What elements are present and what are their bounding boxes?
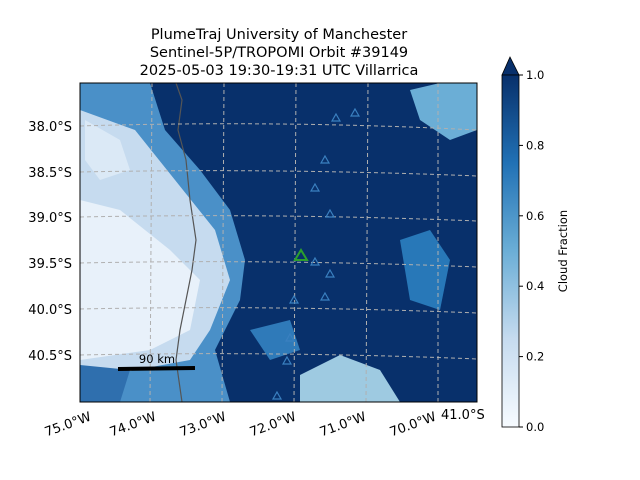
colorbar-tick-label: 0.8	[526, 138, 544, 152]
cloud-map	[80, 83, 477, 402]
lat-label: 39.0°S	[28, 211, 72, 226]
colorbar-extend	[501, 56, 520, 76]
lat-label: 38.0°S	[28, 120, 72, 135]
lat-label: 40.0°S	[28, 303, 72, 318]
lon-label: 73.0°W	[178, 410, 229, 441]
lon-label: 72.0°W	[248, 410, 299, 441]
lon-label: 70.0°W	[388, 410, 439, 441]
lat-label: 39.5°S	[28, 257, 72, 272]
title-line: 2025-05-03 19:30-19:31 UTC Villarrica	[140, 63, 419, 79]
title-line: PlumeTraj University of Manchester	[151, 27, 407, 43]
volcano-markers	[271, 107, 361, 400]
lon-label: 74.0°W	[108, 410, 159, 441]
colorbar-tick-label: 0.0	[526, 420, 544, 434]
lat-label: 40.5°S	[28, 349, 72, 364]
scale-bar	[117, 366, 196, 371]
colorbar-tick-label: 0.6	[526, 209, 544, 223]
title-line: Sentinel-5P/TROPOMI Orbit #39149	[150, 45, 408, 61]
colorbar-tick-label: 1.0	[526, 68, 544, 82]
colorbar-bar	[501, 74, 520, 428]
colorbar-tick-label: 0.4	[526, 279, 544, 293]
lat-label: 41.0°S	[441, 408, 485, 423]
colorbar-label: Cloud Fraction	[556, 210, 570, 292]
lat-label: 38.5°S	[28, 166, 72, 181]
colorbar-tick-label: 0.2	[526, 350, 544, 364]
map-frame	[79, 82, 478, 403]
colorbar: Cloud Fraction 0.0 0.2 0.4 0.6 0.8 1.0	[501, 56, 570, 434]
scale-label: 90 km	[139, 352, 175, 366]
lon-label: 75.0°W	[43, 410, 94, 441]
lon-label: 71.0°W	[318, 410, 369, 441]
